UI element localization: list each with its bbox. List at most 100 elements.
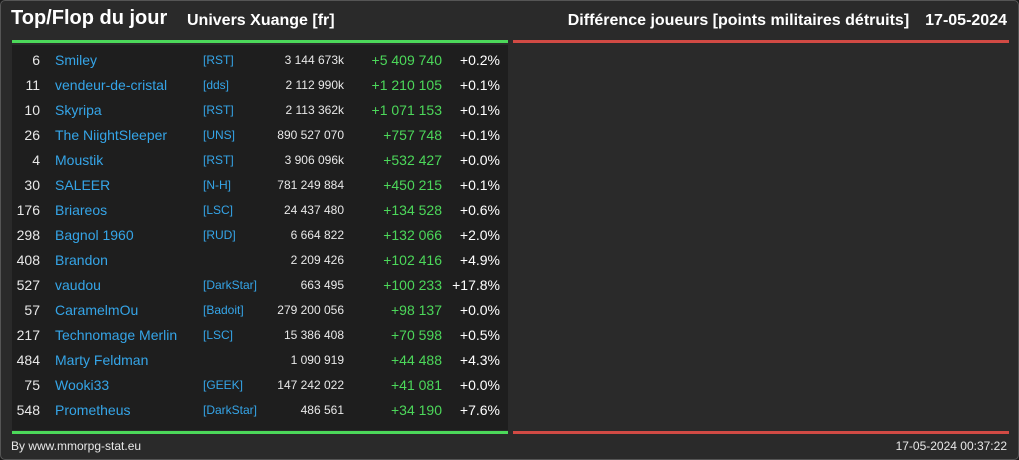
table-row: 10 Skyripa [RST] 2 113 362k +1 071 153 +0.1% [12,98,508,123]
percent-change: +0.1% [459,177,500,193]
player-name-link[interactable]: Technomage Merlin [55,327,178,343]
player-name-link[interactable]: The NiightSleeper [55,127,168,143]
footer-credit[interactable]: By www.mmorpg-stat.eu [11,439,142,453]
percent-change: +0.0% [459,377,500,393]
table-row: 30 SALEER [N-H] 781 249 884 +450 215 +0.1% [12,173,508,198]
player-rank: 176 [16,202,40,218]
top-bar-bottom [12,431,508,434]
points-difference: +532 427 [383,152,442,168]
player-points: 486 561 [300,403,344,417]
points-difference: +450 215 [383,177,442,193]
player-rank: 75 [24,377,40,393]
points-difference: +134 528 [383,202,442,218]
player-rank: 4 [32,152,40,168]
player-name-link[interactable]: Smiley [55,52,98,68]
player-rank: 11 [25,77,40,93]
alliance-tag-link[interactable]: [dds] [203,78,230,92]
table-row: 6 Smiley [RST] 3 144 673k +5 409 740 +0.2% [12,48,508,73]
points-difference: +757 748 [383,127,442,143]
alliance-tag-link[interactable]: [RUD] [203,228,236,242]
player-rank: 484 [16,352,40,368]
player-rank: 30 [24,177,40,193]
table-row: 57 CaramelmOu [Badoit] 279 200 056 +98 137 +0… [12,298,508,323]
alliance-tag-link[interactable]: [N-H] [203,178,231,192]
player-name-link[interactable]: Bagnol 1960 [55,227,134,243]
player-points: 24 437 480 [283,203,344,217]
flop-panel [513,45,1009,430]
player-name-link[interactable]: Wooki33 [55,377,110,393]
percent-change: +0.2% [459,52,500,68]
percent-change: +4.9% [459,252,500,268]
player-name-link[interactable]: Brandon [55,252,108,268]
player-name-link[interactable]: vaudou [55,277,101,293]
player-points: 1 090 919 [290,353,344,367]
player-rank: 26 [24,127,40,143]
percent-change: +7.6% [459,402,500,418]
player-rank: 298 [16,227,40,243]
points-difference: +132 066 [383,227,442,243]
points-difference: +102 416 [383,252,442,268]
percent-change: +0.0% [459,152,500,168]
points-difference: +70 598 [391,327,442,343]
table-row: 527 vaudou [DarkStar] 663 495 +100 233 +17.8% [12,273,508,298]
percent-change: +0.1% [459,77,500,93]
percent-change: +2.0% [459,227,500,243]
percent-change: +0.5% [459,327,500,343]
alliance-tag-link[interactable]: [RST] [203,53,234,67]
player-name-link[interactable]: SALEER [55,177,111,193]
player-points: 890 527 070 [277,128,344,142]
alliance-tag-link[interactable]: [UNS] [203,128,236,142]
table-row: 11 vendeur-de-cristal [dds] 2 112 990k +1 21… [12,73,508,98]
alliance-tag-link[interactable]: [LSC] [203,328,234,342]
player-rank: 10 [24,102,40,118]
table-row: 26 The NiightSleeper [UNS] 890 527 070 +757 … [12,123,508,148]
alliance-tag-link[interactable]: [GEEK] [203,378,244,392]
top-panel: 6 Smiley [RST] 3 144 673k +5 409 740 +0.2% 11 v… [12,45,508,430]
player-points: 3 144 673k [284,53,344,67]
player-name-link[interactable]: Prometheus [55,402,131,418]
player-points: 663 495 [300,278,344,292]
table-row: 408 Brandon 2 209 426 +102 416 +4.9% [12,248,508,273]
player-points: 2 113 362k [285,103,345,117]
footer-timestamp: 17-05-2024 00:37:22 [895,439,1007,453]
percent-change: +4.3% [459,352,500,368]
alliance-tag-link[interactable]: [LSC] [203,203,234,217]
flop-bar-bottom [513,431,1009,434]
points-difference: +98 137 [391,302,442,318]
alliance-tag-link[interactable]: [DarkStar] [203,403,258,417]
points-difference: +100 233 [383,277,442,293]
alliance-tag-link[interactable]: [RST] [203,103,234,117]
player-name-link[interactable]: Marty Feldman [55,352,149,368]
table-row: 75 Wooki33 [GEEK] 147 242 022 +41 081 +0.0% [12,373,508,398]
player-rank: 548 [16,402,40,418]
player-name-link[interactable]: Skyripa [55,102,102,118]
player-name-link[interactable]: vendeur-de-cristal [55,77,168,93]
percent-change: +0.1% [459,127,500,143]
alliance-tag-link[interactable]: [RST] [203,153,234,167]
player-name-link[interactable]: Briareos [55,202,108,218]
player-name-link[interactable]: Moustik [55,152,104,168]
player-points: 147 242 022 [277,378,344,392]
top-bar [12,40,508,43]
player-name-link[interactable]: CaramelmOu [55,302,139,318]
player-points: 279 200 056 [277,303,344,317]
alliance-tag-link[interactable]: [DarkStar] [203,278,258,292]
table-row: 298 Bagnol 1960 [RUD] 6 664 822 +132 066 +2.0… [12,223,508,248]
server-name: Univers Xuange [fr] [187,12,335,29]
flop-bar [513,40,1009,43]
player-points: 2 112 990k [285,78,345,92]
percent-change: +0.0% [459,302,500,318]
metric-label: Différence joueurs [points militaires dé… [567,12,910,29]
header-date: 17-05-2024 [925,12,1007,29]
table-row: 548 Prometheus [DarkStar] 486 561 +34 190 +7.… [12,398,508,423]
alliance-tag-link[interactable]: [Badoit] [203,303,244,317]
points-difference: +1 071 153 [371,102,442,118]
percent-change: +0.1% [459,102,500,118]
points-difference: +5 409 740 [371,52,442,68]
table-row: 4 Moustik [RST] 3 906 096k +532 427 +0.0% [12,148,508,173]
points-difference: +34 190 [391,402,442,418]
player-rank: 408 [16,252,40,268]
header-right: Différence joueurs [points militaires dé… [568,12,1007,30]
player-points: 2 209 426 [290,253,344,267]
